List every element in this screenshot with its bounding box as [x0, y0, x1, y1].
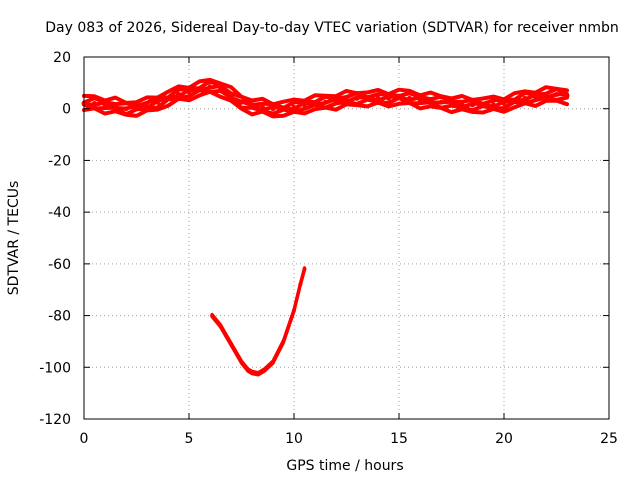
data-point — [354, 95, 360, 101]
data-point — [564, 93, 570, 99]
y-axis-label: SDTVAR / TECUs — [6, 181, 22, 296]
chart-title: Day 083 of 2026, Sidereal Day-to-day VTE… — [45, 20, 619, 36]
y-tick-label: 0 — [62, 102, 71, 118]
plot-frame — [83, 56, 610, 420]
data-point — [144, 103, 150, 109]
data-point — [210, 313, 215, 318]
series-layer — [81, 77, 570, 377]
data-point — [218, 323, 223, 328]
data-point — [407, 95, 412, 101]
data-point — [176, 91, 181, 97]
data-point — [302, 102, 307, 108]
data-point — [281, 106, 286, 112]
data-point — [239, 99, 244, 105]
series-line — [210, 266, 306, 374]
data-point — [543, 93, 549, 99]
data-point — [262, 367, 267, 372]
data-point — [386, 95, 391, 101]
data-point — [113, 103, 118, 109]
x-tick-label: 20 — [495, 431, 513, 447]
data-point — [470, 102, 475, 108]
series-line — [82, 77, 569, 107]
y-tick-label: 20 — [53, 50, 71, 66]
data-point — [512, 98, 517, 104]
x-tick-label: 25 — [600, 431, 618, 447]
series-dip-arc — [210, 266, 307, 377]
data-point — [281, 339, 286, 344]
data-point — [333, 98, 339, 104]
data-point — [245, 367, 250, 372]
data-point — [417, 97, 423, 103]
data-point — [312, 101, 318, 107]
data-point — [291, 104, 297, 110]
data-point — [250, 370, 254, 375]
data-point — [292, 308, 296, 313]
y-tick-label: -40 — [48, 205, 71, 221]
data-point — [228, 93, 234, 99]
data-point — [438, 99, 444, 105]
data-point — [480, 102, 486, 108]
data-point — [165, 95, 171, 101]
data-point — [134, 104, 139, 110]
data-point — [123, 106, 129, 112]
data-point — [344, 97, 349, 103]
axis-ticks: 0 5 10 15 20 25 20 0 -20 -40 -60 -80 -100 -120 — [39, 50, 618, 447]
y-tick-label: -120 — [39, 412, 71, 428]
x-tick-label: 15 — [390, 431, 408, 447]
grid — [84, 57, 609, 419]
data-point — [102, 102, 108, 108]
data-point — [302, 267, 307, 272]
data-point — [522, 95, 528, 101]
data-point — [459, 102, 465, 108]
x-tick-label: 0 — [80, 431, 89, 447]
data-point — [533, 94, 538, 100]
y-tick-label: -20 — [48, 153, 71, 169]
data-point — [92, 101, 97, 107]
data-point — [260, 104, 265, 110]
y-tick-label: -100 — [39, 360, 71, 376]
data-point — [271, 360, 275, 365]
data-point — [449, 101, 454, 107]
y-tick-label: -80 — [48, 309, 71, 325]
data-point — [155, 99, 160, 105]
data-point — [229, 342, 233, 347]
data-point — [207, 84, 213, 90]
x-tick-label: 5 — [185, 431, 194, 447]
data-point — [218, 85, 223, 91]
y-tick-label: -60 — [48, 257, 71, 273]
data-point — [428, 98, 433, 104]
data-point — [375, 95, 381, 101]
data-point — [554, 91, 559, 97]
data-point — [239, 360, 244, 365]
data-point — [501, 101, 507, 107]
x-axis-label: GPS time / hours — [286, 458, 403, 474]
data-point — [491, 102, 496, 108]
data-point — [249, 103, 255, 109]
data-point — [270, 106, 276, 112]
x-tick-label: 10 — [285, 431, 303, 447]
data-point — [197, 86, 202, 92]
data-point — [396, 94, 402, 100]
data-point — [256, 371, 261, 376]
data-point — [365, 95, 370, 101]
series-main-band — [81, 77, 570, 119]
data-point — [186, 89, 192, 95]
data-point — [323, 99, 328, 105]
data-point — [298, 282, 303, 287]
